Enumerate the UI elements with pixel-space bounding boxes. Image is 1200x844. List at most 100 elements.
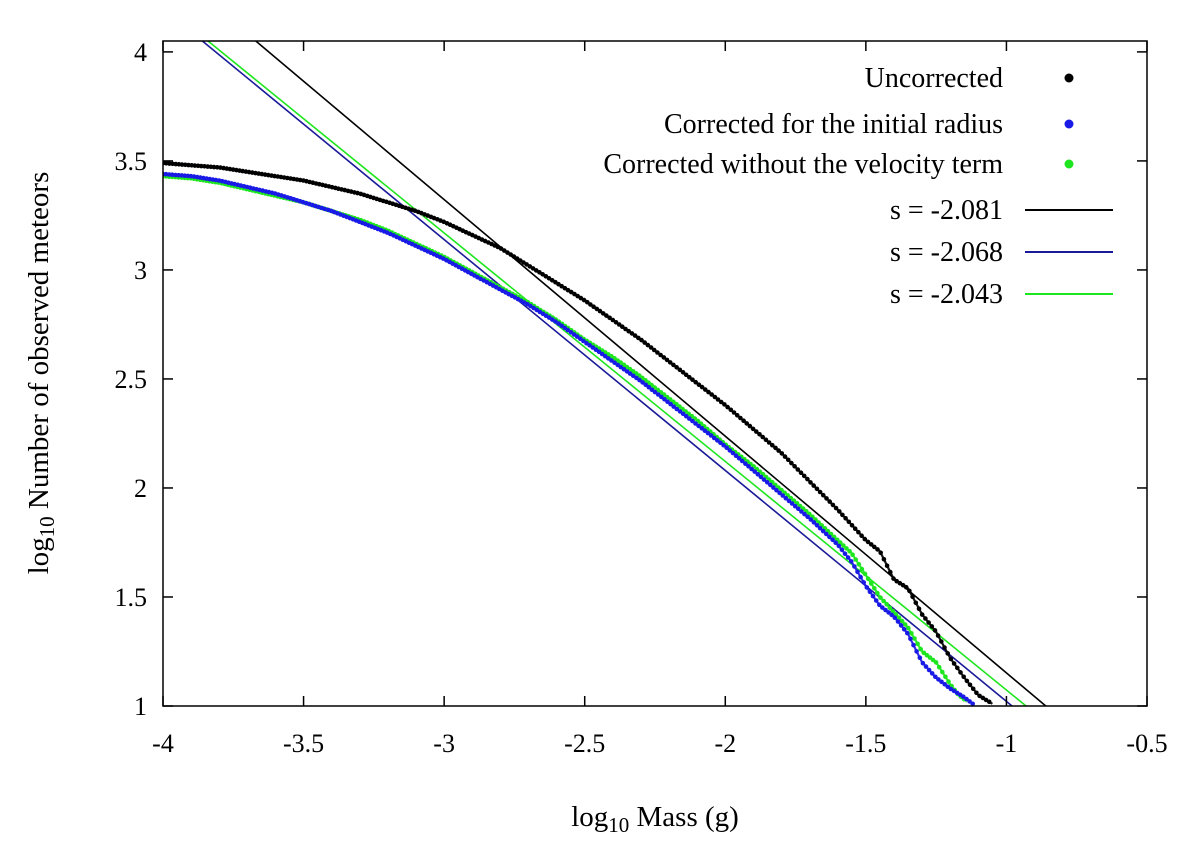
data-point bbox=[718, 399, 724, 405]
data-point bbox=[764, 480, 770, 485]
data-point bbox=[597, 308, 603, 314]
data-point bbox=[841, 543, 846, 548]
data-point bbox=[970, 686, 976, 692]
legend-label: Uncorrected bbox=[865, 63, 1003, 94]
data-point bbox=[914, 649, 919, 654]
x-tick-label: -3.5 bbox=[283, 729, 324, 758]
data-point bbox=[721, 442, 726, 448]
data-point bbox=[913, 600, 919, 606]
data-point bbox=[668, 401, 673, 407]
series-points-corrected-without-the-velocity-term bbox=[163, 173, 968, 703]
data-point bbox=[594, 306, 600, 312]
y-tick-label: 1 bbox=[134, 692, 147, 721]
data-point bbox=[677, 367, 683, 373]
data-point bbox=[609, 358, 614, 363]
data-point bbox=[763, 437, 769, 443]
data-point bbox=[626, 328, 631, 334]
data-point bbox=[715, 438, 720, 443]
data-point bbox=[623, 326, 628, 332]
data-point bbox=[899, 618, 905, 624]
y-tick-label: 2.5 bbox=[115, 365, 148, 394]
series-trace bbox=[163, 175, 968, 703]
data-point bbox=[824, 531, 829, 537]
data-point bbox=[886, 610, 891, 615]
data-point bbox=[687, 416, 692, 421]
data-point bbox=[852, 564, 857, 569]
legend: Uncorrected Corrected for the initial rad… bbox=[603, 63, 1113, 310]
data-point bbox=[811, 483, 816, 488]
data-point bbox=[808, 480, 813, 485]
data-point bbox=[858, 574, 863, 580]
data-point bbox=[878, 550, 883, 556]
data-point bbox=[696, 382, 702, 388]
data-point bbox=[814, 486, 820, 492]
x-axis-label: log10 Mass (g) bbox=[571, 801, 739, 837]
data-point bbox=[690, 418, 695, 424]
data-point bbox=[780, 493, 785, 498]
data-point bbox=[768, 482, 773, 488]
legend-item-uncorrected: Uncorrected bbox=[865, 63, 1074, 94]
data-point bbox=[724, 445, 729, 451]
series-points-uncorrected bbox=[163, 160, 993, 705]
data-point bbox=[911, 642, 916, 648]
data-point bbox=[873, 598, 879, 603]
data-point bbox=[846, 519, 852, 525]
data-point bbox=[730, 450, 736, 456]
x-tick-label: -2 bbox=[714, 729, 736, 758]
data-point bbox=[872, 544, 877, 550]
data-point bbox=[727, 448, 733, 453]
data-point bbox=[687, 374, 692, 380]
x-tick-label: -4 bbox=[152, 729, 174, 758]
data-point bbox=[632, 333, 638, 338]
data-point bbox=[844, 546, 849, 551]
data-point bbox=[827, 499, 832, 504]
x-tick-label: -3 bbox=[433, 729, 455, 758]
series-trace bbox=[163, 162, 993, 705]
data-point bbox=[881, 598, 886, 604]
data-point bbox=[693, 421, 698, 426]
data-point bbox=[839, 547, 845, 553]
data-point bbox=[942, 645, 947, 650]
legend-label: s = -2.068 bbox=[890, 237, 1003, 268]
data-point bbox=[942, 682, 947, 687]
data-point bbox=[646, 384, 652, 390]
data-point bbox=[750, 426, 756, 432]
data-point bbox=[600, 311, 606, 316]
data-point bbox=[833, 505, 839, 511]
data-point bbox=[933, 660, 939, 665]
data-point bbox=[908, 636, 913, 642]
data-point bbox=[671, 404, 676, 409]
data-point bbox=[725, 404, 730, 410]
legend-item-s-2-068: s = -2.068 bbox=[890, 237, 1113, 268]
data-point bbox=[636, 335, 641, 341]
data-point bbox=[820, 528, 826, 534]
data-point bbox=[652, 389, 658, 395]
data-point bbox=[749, 466, 754, 472]
data-point bbox=[746, 464, 751, 469]
data-point bbox=[733, 453, 739, 459]
data-point bbox=[867, 589, 873, 595]
data-point bbox=[693, 379, 698, 385]
x-tick-label: -0.5 bbox=[1126, 729, 1167, 758]
data-point bbox=[789, 460, 794, 466]
data-point bbox=[901, 627, 907, 632]
legend-item-s-2-043: s = -2.043 bbox=[890, 279, 1113, 310]
data-point bbox=[667, 360, 673, 365]
data-point bbox=[696, 423, 701, 429]
data-point bbox=[728, 407, 734, 413]
legend-item-s-2-081: s = -2.081 bbox=[890, 195, 1113, 226]
data-point bbox=[776, 448, 781, 453]
legend-marker bbox=[1064, 119, 1074, 129]
y-tick-label: 1.5 bbox=[115, 583, 148, 612]
data-point bbox=[923, 664, 929, 669]
data-point bbox=[836, 543, 842, 549]
data-point bbox=[604, 313, 609, 318]
data-point bbox=[848, 559, 854, 564]
x-tick-labels: -4 -3.5 -3 -2.5 -2 -1.5 -1 -0.5 bbox=[152, 729, 1167, 758]
data-point bbox=[881, 557, 887, 562]
data-point bbox=[837, 509, 842, 514]
data-point bbox=[705, 430, 711, 436]
data-point bbox=[924, 652, 930, 658]
data-point bbox=[785, 457, 791, 463]
data-point bbox=[782, 454, 788, 459]
